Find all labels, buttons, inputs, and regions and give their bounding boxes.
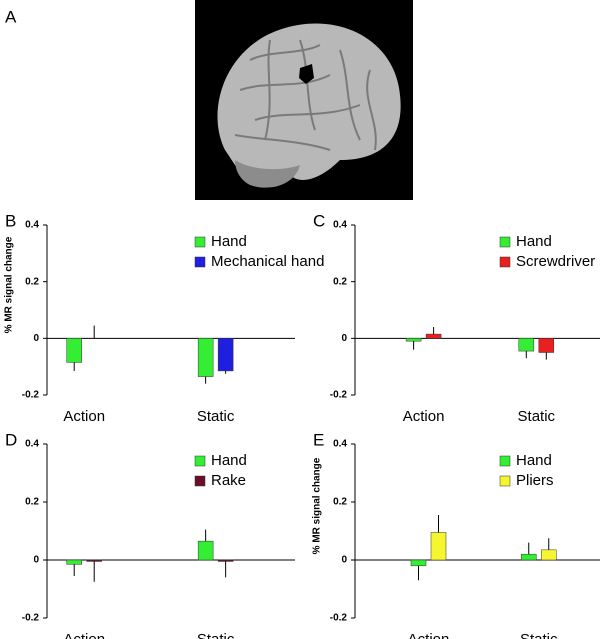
bar <box>521 553 537 561</box>
bar <box>518 338 535 352</box>
bar <box>217 559 234 562</box>
y-tick-label: -0.2 <box>330 613 348 624</box>
bar <box>197 540 214 561</box>
y-tick-label: 0 <box>33 555 39 566</box>
y-tick-label: -0.2 <box>22 613 40 624</box>
bar <box>541 549 557 561</box>
x-tick-label: Action <box>63 408 105 425</box>
legend-swatch <box>499 256 511 268</box>
legend-label: Hand <box>516 452 552 469</box>
legend-swatch <box>499 455 511 467</box>
x-tick-label: Static <box>197 408 235 425</box>
legend-swatch <box>194 256 206 268</box>
y-tick-label: 0.4 <box>25 220 39 231</box>
legend-swatch <box>499 475 511 487</box>
legend-label: Hand <box>516 233 552 250</box>
bar <box>66 559 82 565</box>
x-tick-label: Action <box>63 631 105 639</box>
legend-label: Hand <box>211 452 247 469</box>
panel-label: B <box>5 211 16 230</box>
x-tick-label: Action <box>408 631 450 639</box>
legend-label: Pliers <box>516 472 554 489</box>
bar <box>66 338 82 363</box>
bar <box>405 338 422 342</box>
legend-label: Hand <box>211 233 247 250</box>
y-tick-label: -0.2 <box>22 390 40 401</box>
brain-image <box>195 0 413 200</box>
bar <box>538 338 555 353</box>
bar <box>197 338 214 377</box>
x-tick-label: Static <box>518 408 556 425</box>
legend-swatch <box>194 236 206 248</box>
legend-label: Mechanical hand <box>211 253 324 270</box>
x-tick-label: Action <box>403 408 445 425</box>
y-axis-label: % MR signal change <box>312 457 323 554</box>
panel-label: E <box>313 430 324 449</box>
legend-label: Rake <box>211 472 246 489</box>
y-tick-label: 0.2 <box>25 276 39 287</box>
legend-swatch <box>499 236 511 248</box>
panel-label: C <box>313 211 325 230</box>
bar <box>86 559 102 562</box>
legend-label: Screwdriver <box>516 253 595 270</box>
x-tick-label: Static <box>520 631 558 639</box>
panel-label: A <box>5 7 17 26</box>
y-tick-label: -0.2 <box>330 390 348 401</box>
panel-label: D <box>5 430 17 449</box>
y-tick-label: 0.2 <box>333 276 347 287</box>
y-tick-label: 0.2 <box>25 497 39 508</box>
bar <box>430 532 447 561</box>
legend-swatch <box>194 475 206 487</box>
y-tick-label: 0.4 <box>333 220 347 231</box>
bar <box>425 333 442 339</box>
y-tick-label: 0 <box>341 555 347 566</box>
bar <box>217 338 234 372</box>
y-tick-label: 0 <box>33 333 39 344</box>
y-tick-label: 0 <box>341 333 347 344</box>
y-tick-label: 0.4 <box>333 439 347 450</box>
bar <box>410 559 427 567</box>
y-tick-label: 0.2 <box>333 497 347 508</box>
y-axis-label: % MR signal change <box>4 236 15 333</box>
x-tick-label: Static <box>197 631 235 639</box>
legend-swatch <box>194 455 206 467</box>
y-tick-label: 0.4 <box>25 439 39 450</box>
